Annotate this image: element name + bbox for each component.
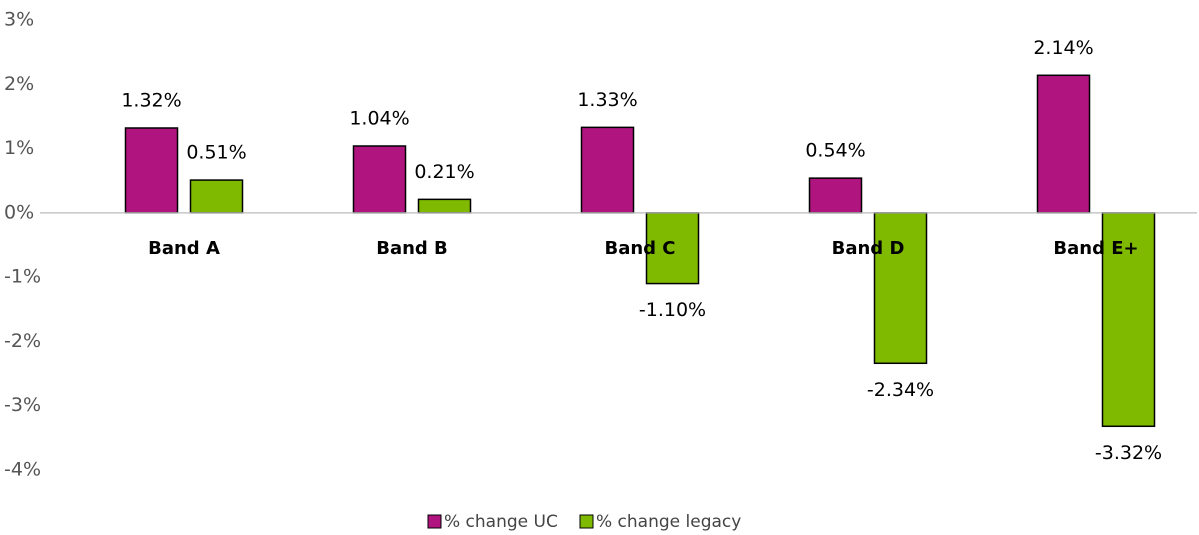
value-label: 2.14%: [1033, 37, 1093, 59]
value-label: -1.10%: [639, 299, 706, 321]
y-tick-label: -4%: [4, 459, 41, 481]
bar: [645, 212, 700, 285]
value-label: 0.54%: [805, 140, 865, 162]
legend-swatch: [579, 514, 594, 529]
value-label: 1.04%: [349, 108, 409, 130]
x-tick-label: Band E+: [1053, 238, 1138, 259]
y-tick-label: -3%: [4, 394, 41, 416]
y-tick-label: 1%: [4, 137, 34, 159]
legend-label: % change UC: [444, 512, 558, 532]
value-label: 0.21%: [414, 161, 474, 183]
legend-label: % change legacy: [596, 512, 741, 532]
bar: [352, 145, 407, 214]
value-label: 0.51%: [186, 142, 246, 164]
bar: [873, 212, 928, 365]
bar: [189, 179, 244, 214]
y-tick-label: 3%: [4, 9, 34, 31]
value-label: 1.33%: [577, 89, 637, 111]
y-tick-label: -1%: [4, 266, 41, 288]
x-tick-label: Band D: [832, 238, 905, 259]
value-label: -2.34%: [867, 379, 934, 401]
y-tick-label: -2%: [4, 330, 41, 352]
bar: [417, 198, 472, 214]
y-tick-label: 2%: [4, 73, 34, 95]
x-tick-label: Band B: [376, 238, 448, 259]
bar: [580, 126, 635, 214]
value-label: -3.32%: [1095, 442, 1162, 464]
legend-swatch: [427, 514, 442, 529]
x-tick-label: Band A: [148, 238, 220, 259]
bar: [1036, 74, 1091, 214]
bar: [124, 127, 179, 214]
bar: [808, 177, 863, 214]
x-tick-label: Band C: [604, 238, 675, 259]
y-tick-label: 0%: [4, 201, 34, 223]
value-label: 1.32%: [121, 90, 181, 112]
bar: [1101, 212, 1156, 428]
